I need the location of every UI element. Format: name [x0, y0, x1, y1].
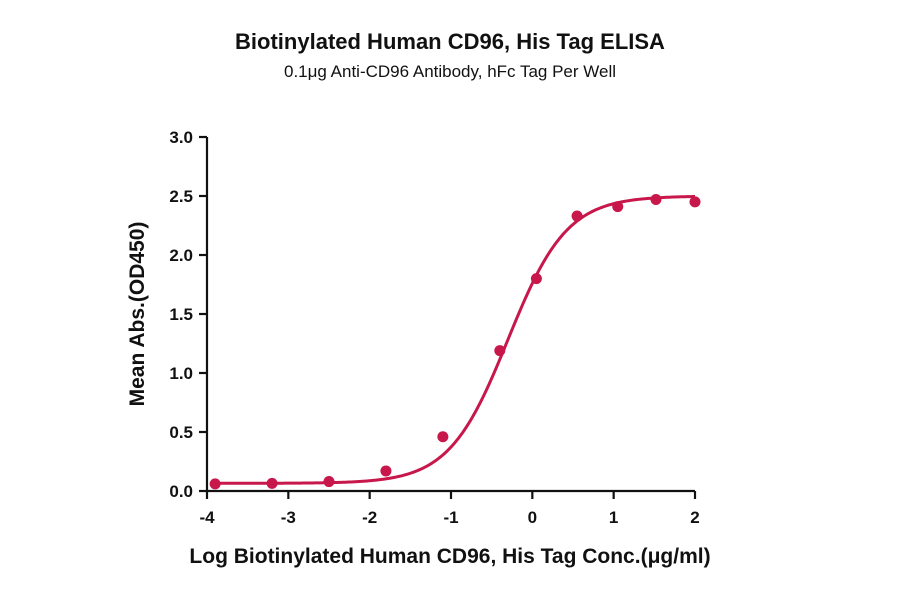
- x-tick-label: 1: [609, 508, 618, 527]
- y-tick-label: 0.0: [169, 482, 193, 501]
- data-point: [494, 345, 506, 357]
- y-tick-label: 0.5: [169, 423, 193, 442]
- y-tick-label: 2.0: [169, 246, 193, 265]
- data-point: [437, 431, 449, 443]
- data-point: [689, 196, 701, 208]
- data-point: [209, 478, 221, 490]
- fit-curve: [215, 195, 696, 485]
- data-point: [530, 273, 542, 285]
- y-axis: 0.0 0.5 1.0 1.5 2.0 2.5 3.0: [169, 128, 209, 501]
- chart-title: Biotinylated Human CD96, His Tag ELISA: [235, 29, 665, 54]
- data-point: [380, 465, 392, 477]
- y-axis-label: Mean Abs.(OD450): [126, 222, 149, 407]
- plot-area: [209, 194, 701, 490]
- y-tick-label: 1.5: [169, 305, 193, 324]
- x-tick-label: -3: [281, 508, 296, 527]
- data-point: [323, 476, 335, 488]
- y-tick-label: 2.5: [169, 187, 193, 206]
- x-tick-label: -2: [362, 508, 377, 527]
- x-tick-label: 0: [528, 508, 537, 527]
- x-axis-label: Log Biotinylated Human CD96, His Tag Con…: [189, 545, 710, 568]
- data-point: [571, 210, 583, 222]
- data-point: [650, 194, 662, 206]
- x-tick-label: 2: [690, 508, 699, 527]
- data-point: [612, 201, 624, 213]
- x-tick-label: -4: [199, 508, 215, 527]
- x-tick-label: -1: [443, 508, 458, 527]
- data-point: [266, 477, 278, 489]
- x-axis: -4 -3 -2 -1 0 1 2: [199, 489, 700, 527]
- y-tick-label: 1.0: [169, 364, 193, 383]
- y-tick-label: 3.0: [169, 128, 193, 147]
- chart-subtitle: 0.1μg Anti-CD96 Antibody, hFc Tag Per We…: [284, 62, 616, 81]
